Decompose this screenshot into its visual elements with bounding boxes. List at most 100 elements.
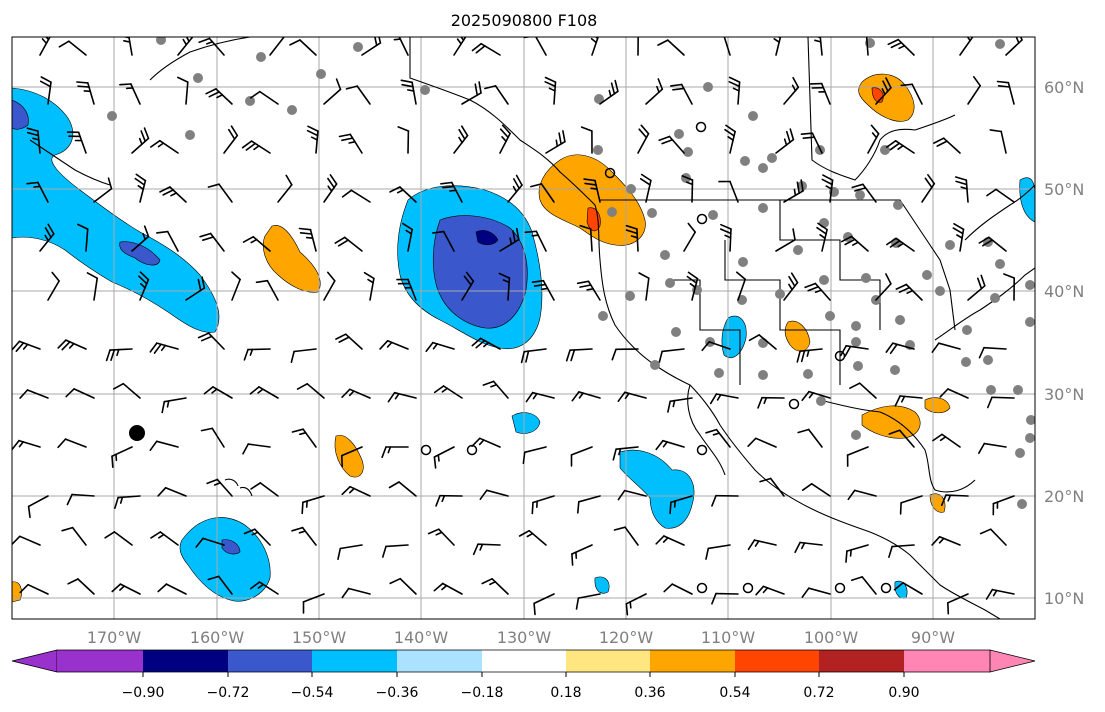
wind-barb: [323, 78, 342, 105]
wind-barb: [886, 237, 915, 252]
wind-barb: [39, 223, 55, 252]
wind-barb: [520, 348, 547, 364]
wind-barb: [939, 388, 969, 399]
wind-barb: [277, 174, 293, 203]
wind-barb: [197, 332, 225, 350]
wind-barb: [865, 37, 869, 56]
wind-barb: [306, 125, 319, 154]
wind-barb: [195, 537, 225, 548]
colorbar-tick-7: 0.36: [634, 685, 665, 701]
wind-barb: [396, 278, 417, 301]
wind-barb: [845, 544, 869, 563]
wind-barb: [340, 446, 363, 468]
colorbar-bin-9: [735, 650, 819, 672]
wind-barb: [639, 173, 652, 203]
wind-barb: [613, 526, 639, 546]
lon-tick-100w: 100°W: [804, 628, 859, 647]
wind-barb: [334, 236, 363, 252]
wind-barb: [289, 39, 317, 56]
wind-barb: [545, 130, 566, 154]
lat-tick-40n: 40°N: [1044, 282, 1084, 301]
wind-barb: [978, 346, 1007, 359]
wind-barb: [570, 446, 593, 467]
wind-barb: [783, 272, 799, 301]
colorbar-tick-1: −0.90: [122, 685, 165, 701]
lat-tick-50n: 50°N: [1044, 180, 1084, 199]
wind-barb: [12, 535, 41, 546]
colorbar-tick-4: −0.36: [376, 685, 419, 701]
map-plot-area: [11, 36, 1036, 620]
wind-barb: [149, 342, 179, 354]
wind-barb: [149, 440, 179, 452]
wind-barb: [775, 228, 796, 252]
colorbar-tick-2: −0.72: [207, 685, 250, 701]
wind-barb: [381, 446, 409, 459]
wind-barb: [388, 481, 417, 497]
wind-barb: [518, 529, 547, 546]
wind-barb: [499, 227, 520, 252]
wind-barb: [655, 439, 685, 451]
wind-barb: [747, 539, 777, 551]
wind-barb: [525, 391, 555, 403]
wind-barb: [977, 442, 1007, 455]
wind-barb: [895, 283, 923, 301]
wind-barb: [341, 189, 371, 203]
wind-barb: [26, 181, 49, 203]
wind-barb: [498, 272, 511, 301]
wind-barb: [669, 495, 693, 515]
wind-barb: [19, 389, 49, 399]
wind-barb: [775, 128, 795, 154]
wind-barb: [992, 495, 1015, 516]
wind-barb: [663, 583, 693, 595]
wind-barb: [401, 222, 414, 252]
wind-barb: [931, 342, 961, 353]
wind-barb: [185, 276, 206, 301]
wind-barb: [243, 348, 271, 361]
wind-barb: [361, 37, 382, 56]
navy-spot-northeast-pacific: [475, 230, 499, 246]
wind-barb: [809, 82, 831, 105]
wind-barb: [645, 78, 664, 105]
wind-barb: [440, 181, 463, 203]
wind-barb: [337, 544, 363, 561]
wind-barb: [481, 577, 509, 595]
wind-barb: [524, 230, 547, 252]
wind-barb: [531, 495, 555, 515]
lon-tick-160w: 160°W: [190, 628, 245, 647]
wind-barb: [701, 341, 731, 352]
wind-barb: [58, 40, 87, 56]
blue-patch-northwest-pacific: [12, 87, 220, 333]
wind-barb: [1005, 37, 1023, 56]
wind-barb: [19, 583, 49, 595]
wind-barb: [472, 543, 501, 556]
wind-barb: [893, 581, 923, 595]
wind-barb: [759, 477, 785, 497]
wind-barb: [571, 391, 601, 402]
wind-barb: [888, 429, 915, 448]
wind-barb: [323, 174, 338, 203]
wind-barb: [625, 224, 639, 252]
wind-barb: [579, 224, 593, 252]
wind-barb: [850, 576, 877, 595]
wind-barb: [840, 235, 869, 252]
wind-barb: [433, 385, 463, 399]
wind-barb: [875, 77, 892, 105]
wind-barb: [967, 274, 986, 301]
wind-barb: [111, 446, 133, 469]
wind-barb: [683, 222, 697, 252]
wind-barb: [801, 390, 831, 402]
colorbar-bin-1: [57, 650, 143, 672]
lon-tick-170w: 170°W: [87, 628, 142, 647]
wind-barb: [47, 271, 60, 301]
large-station-marker: [129, 425, 145, 441]
wind-barb: [345, 85, 371, 105]
colorbar-extend-high: [989, 649, 1036, 673]
colorbar-tick-8: 0.54: [719, 685, 750, 701]
wind-barb: [728, 76, 741, 105]
wind-barb: [27, 495, 49, 519]
wind-barb: [959, 37, 974, 56]
wind-barb: [66, 131, 87, 154]
wind-barb: [705, 544, 731, 560]
lon-tick-90w: 90°W: [911, 628, 955, 647]
wind-barb: [335, 333, 363, 350]
